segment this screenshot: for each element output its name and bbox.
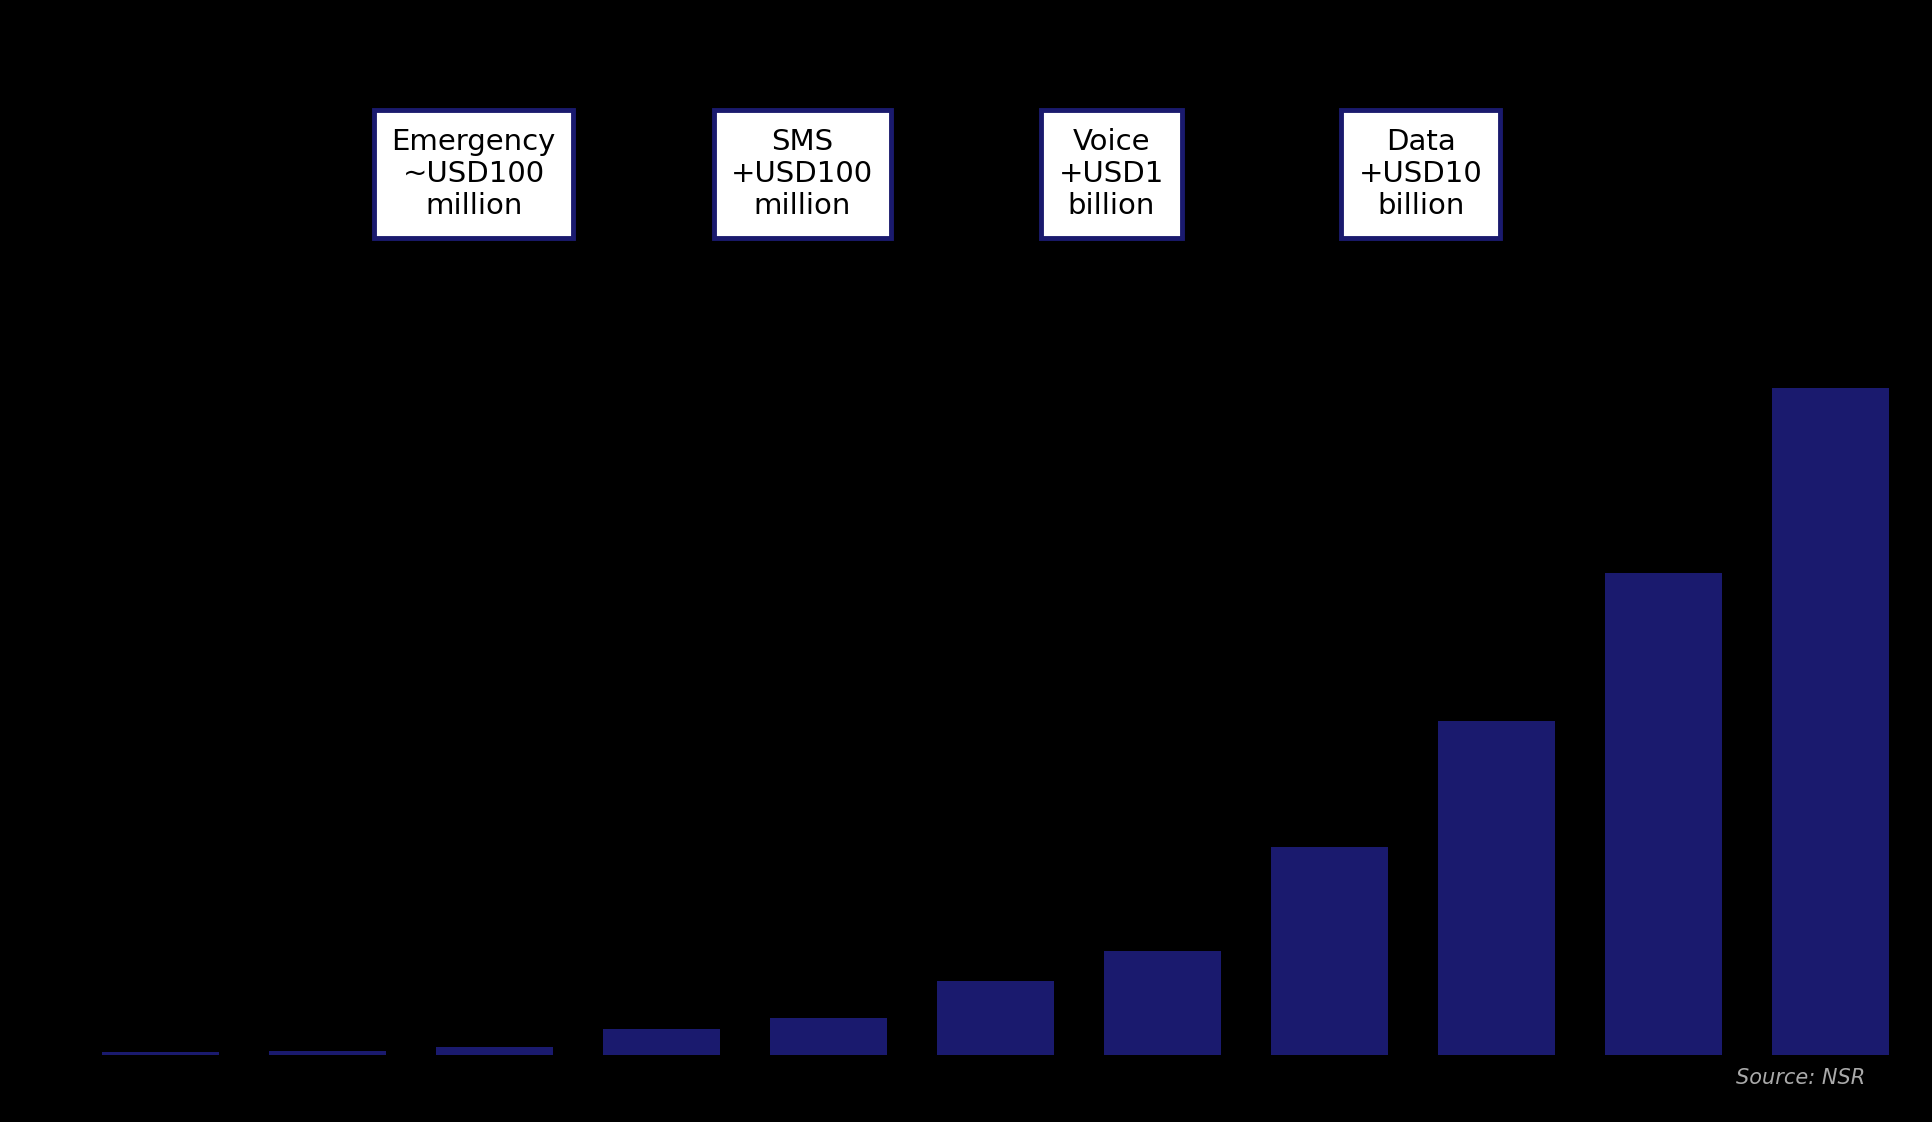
Text: Emergency
~USD100
million: Emergency ~USD100 million [390,128,556,220]
Bar [603,1029,721,1055]
Bar [1772,388,1888,1055]
Text: Voice
+USD1
billion: Voice +USD1 billion [1059,128,1163,220]
Bar [1604,573,1721,1055]
Bar [1271,847,1387,1055]
Bar [937,981,1053,1055]
Bar [102,1052,218,1055]
Bar [1437,721,1553,1055]
Bar [1103,951,1221,1055]
Bar [437,1047,553,1055]
Bar [269,1051,386,1055]
Text: SMS
+USD100
million: SMS +USD100 million [730,128,873,220]
Text: Data
+USD10
billion: Data +USD10 billion [1358,128,1482,220]
Bar [769,1018,887,1055]
Text: Source: NSR: Source: NSR [1735,1068,1864,1088]
